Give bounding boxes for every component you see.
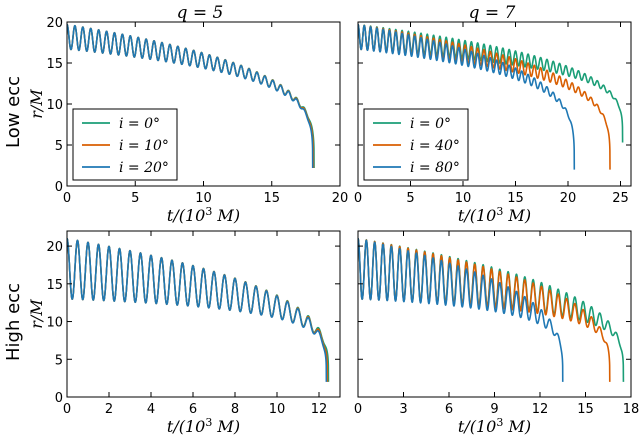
x-axis-label: t/(103 M) xyxy=(167,416,240,436)
series-line-3 xyxy=(358,23,576,170)
y-tick-label: 15 xyxy=(46,57,63,72)
axes-frame xyxy=(66,230,341,398)
x-tick-label: 12 xyxy=(532,402,549,417)
x-tick-label: 25 xyxy=(612,191,629,206)
x-tick-label: 15 xyxy=(263,191,280,206)
y-tick-label: 5 xyxy=(55,139,63,154)
y-tick-label: 20 xyxy=(46,16,63,31)
legend-label: i = 20° xyxy=(119,160,169,176)
legend: i = 0° i = 40° i = 80° xyxy=(363,108,469,181)
y-tick-label: 20 xyxy=(46,240,63,255)
series-line-3 xyxy=(67,23,314,168)
x-axis-label: t/(103 M) xyxy=(458,416,531,436)
series-group xyxy=(358,237,625,382)
x-tick-label: 15 xyxy=(507,191,524,206)
x-tick-label: 6 xyxy=(445,402,453,417)
x-tick-label: 10 xyxy=(269,402,286,417)
series-group xyxy=(67,237,330,382)
x-tick-label: 9 xyxy=(490,402,498,417)
row-label-low-ecc: Low ecc xyxy=(3,76,24,148)
panel-1: 0 5 10 15 20 0 5 10 15 20 t/(103 M) r/M i = 0° i = 10… xyxy=(27,16,348,225)
y-tick-label: 10 xyxy=(46,316,63,331)
column-title-q5: q = 5 xyxy=(177,3,224,23)
y-tick-label: 0 xyxy=(55,180,63,195)
legend-label: i = 40° xyxy=(410,138,460,154)
legend-label: i = 10° xyxy=(119,138,169,154)
panel-4: 0 3 6 9 12 15 18 t/(103 M) xyxy=(354,230,639,436)
x-tick-label: 20 xyxy=(332,191,349,206)
legend-label: i = 80° xyxy=(410,160,460,176)
y-tick-label: 10 xyxy=(46,98,63,113)
series-line-2 xyxy=(67,237,329,382)
x-tick-label: 10 xyxy=(455,191,472,206)
column-title-q7: q = 7 xyxy=(469,3,516,23)
row-label-high-ecc: High ecc xyxy=(3,283,24,361)
x-axis-label: t/(103 M) xyxy=(458,205,531,225)
x-tick-label: 12 xyxy=(311,402,328,417)
series-line-2 xyxy=(358,238,611,382)
y-tick-label: 5 xyxy=(55,353,63,368)
legend-label: i = 0° xyxy=(410,116,451,132)
x-tick-label: 8 xyxy=(231,402,239,417)
legend-label: i = 0° xyxy=(119,116,160,132)
panel-2: 0 5 10 15 20 25 t/(103 M) i = 0° i = 40° i = 80° xyxy=(354,21,632,225)
x-axis-label: t/(103 M) xyxy=(167,205,240,225)
x-tick-label: 18 xyxy=(623,402,639,417)
series-line-3 xyxy=(358,237,564,382)
x-tick-label: 0 xyxy=(354,402,362,417)
y-tick-label: 15 xyxy=(46,278,63,293)
panel-3: 0 2 4 6 8 10 12 0 5 10 15 20 t/(103 M) r/M xyxy=(27,230,341,436)
series-line-1 xyxy=(358,23,624,143)
x-tick-label: 20 xyxy=(560,191,577,206)
series-group xyxy=(358,23,624,170)
x-tick-label: 0 xyxy=(63,402,71,417)
x-tick-label: 5 xyxy=(131,191,139,206)
y-axis-label: r/M xyxy=(27,299,46,329)
x-tick-label: 0 xyxy=(63,191,71,206)
x-tick-label: 4 xyxy=(147,402,155,417)
y-axis-label: r/M xyxy=(27,89,46,119)
x-tick-label: 15 xyxy=(577,402,594,417)
y-tick-label: 0 xyxy=(55,391,63,406)
x-tick-label: 0 xyxy=(354,191,362,206)
x-tick-label: 3 xyxy=(399,402,407,417)
legend: i = 0° i = 10° i = 20° xyxy=(72,108,178,181)
x-tick-label: 6 xyxy=(189,402,197,417)
x-tick-label: 2 xyxy=(105,402,113,417)
series-line-3 xyxy=(67,237,328,382)
x-tick-label: 5 xyxy=(406,191,414,206)
series-group xyxy=(67,23,315,168)
x-tick-label: 10 xyxy=(195,191,212,206)
